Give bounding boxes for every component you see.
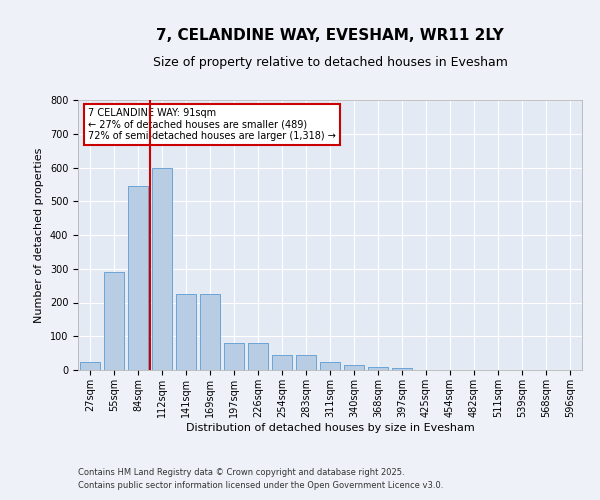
Bar (344, 365, 364, 370)
Text: Contains HM Land Registry data © Crown copyright and database right 2025.: Contains HM Land Registry data © Crown c… (78, 468, 404, 477)
Bar (200, 294, 220, 370)
X-axis label: Distribution of detached houses by size in Evesham: Distribution of detached houses by size … (185, 422, 475, 432)
Bar (320, 362, 340, 370)
Bar (296, 355, 316, 370)
Bar (248, 343, 268, 370)
Bar (176, 294, 196, 370)
Bar (80, 362, 100, 370)
Bar (104, 272, 124, 370)
Bar (128, 186, 148, 370)
Bar (368, 366, 388, 370)
Bar (272, 355, 292, 370)
Y-axis label: Number of detached properties: Number of detached properties (34, 148, 44, 322)
Bar (224, 343, 244, 370)
Text: 7 CELANDINE WAY: 91sqm
← 27% of detached houses are smaller (489)
72% of semi-de: 7 CELANDINE WAY: 91sqm ← 27% of detached… (88, 108, 336, 142)
Bar (392, 368, 412, 370)
Bar (152, 168, 172, 370)
Text: Contains public sector information licensed under the Open Government Licence v3: Contains public sector information licen… (78, 482, 443, 490)
Text: 7, CELANDINE WAY, EVESHAM, WR11 2LY: 7, CELANDINE WAY, EVESHAM, WR11 2LY (156, 28, 504, 42)
Text: Size of property relative to detached houses in Evesham: Size of property relative to detached ho… (152, 56, 508, 69)
